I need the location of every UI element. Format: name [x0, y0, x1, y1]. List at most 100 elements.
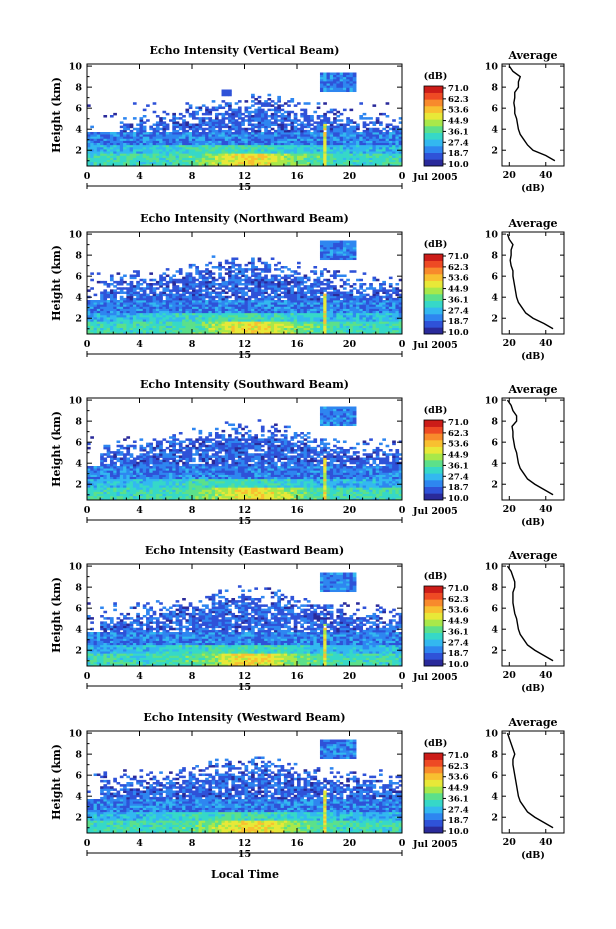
heatmap-cell [106, 159, 111, 163]
heatmap-cell [346, 144, 350, 148]
heatmap-cell [87, 151, 91, 154]
heatmap-cell [293, 136, 298, 139]
heatmap-cell [139, 289, 144, 292]
heatmap-cell [109, 304, 114, 307]
heatmap-cell [316, 106, 321, 110]
heatmap-cell [251, 142, 255, 146]
heatmap-cell [297, 157, 301, 161]
heatmap-cell [93, 329, 98, 333]
heatmap-cell [175, 300, 180, 303]
heatmap-cell [224, 259, 229, 263]
heatmap-cell [372, 159, 377, 163]
heatmap-cell [326, 240, 331, 244]
heatmap-cell [208, 159, 213, 163]
heatmap-cell [113, 285, 117, 288]
x-tick-label: 12 [238, 171, 251, 182]
heatmap-cell [283, 127, 288, 131]
heatmap-cell [211, 136, 216, 139]
heatmap-cell [300, 125, 304, 129]
heatmap-cell [333, 138, 337, 141]
heatmap-cell [139, 321, 144, 324]
heatmap-cell [169, 136, 173, 139]
heatmap-cell [109, 163, 114, 167]
heatmap-cell [142, 129, 147, 133]
heatmap-cell [323, 240, 327, 244]
heatmap-cell [149, 297, 154, 301]
heatmap-cell [152, 149, 157, 152]
heatmap-cell [280, 125, 285, 129]
heatmap-cell [234, 127, 239, 131]
heatmap-cell [336, 159, 341, 163]
heatmap-cell [362, 134, 367, 137]
heatmap-cell [319, 85, 324, 88]
heatmap-cell [375, 121, 380, 124]
heatmap-cell [293, 276, 298, 280]
heatmap-cell [234, 146, 239, 150]
heatmap-cell [106, 306, 111, 309]
heatmap-cell [313, 151, 318, 154]
heatmap-cell [119, 283, 124, 286]
heatmap-cell [231, 142, 236, 146]
heatmap-cell [234, 121, 239, 124]
heatmap-cell [346, 134, 350, 137]
heatmap-cell [129, 308, 134, 312]
heatmap-cell [185, 302, 190, 305]
heatmap-cell [349, 132, 354, 135]
heatmap-cell [375, 163, 380, 167]
heatmap-cell [260, 132, 265, 135]
heatmap-cell [208, 314, 213, 318]
heatmap-cell [369, 136, 373, 139]
heatmap-cell [336, 72, 341, 76]
heatmap-cell [149, 310, 154, 314]
heatmap-cell [139, 327, 144, 331]
heatmap-cell [178, 280, 183, 284]
heatmap-cell [379, 155, 383, 158]
heatmap-cell [142, 153, 147, 156]
heatmap-cell [221, 129, 226, 133]
heatmap-cell [372, 155, 377, 158]
heatmap-cell [264, 261, 268, 265]
colorbar-segment [424, 300, 443, 308]
heatmap-cell [323, 112, 327, 116]
heatmap-cell [100, 132, 104, 135]
heatmap-cell [365, 129, 370, 133]
heatmap-cell [182, 138, 186, 141]
heatmap-cell [142, 157, 147, 161]
heatmap-cell [342, 159, 347, 163]
heatmap-cell [379, 159, 383, 163]
heatmap-cell [228, 129, 232, 133]
heatmap-cell [326, 278, 331, 282]
heatmap-cell [214, 151, 219, 154]
heatmap-cell [109, 310, 114, 314]
heatmap-cell [237, 151, 242, 154]
heatmap-cell [306, 153, 311, 156]
heatmap-cell [119, 287, 124, 290]
heatmap-cell [395, 287, 400, 290]
heatmap-cell [192, 289, 196, 292]
heatmap-cell [342, 138, 347, 141]
heatmap-cell [211, 108, 216, 112]
heatmap-cell [123, 151, 127, 154]
heatmap-cell [326, 291, 331, 295]
heatmap-cell [208, 319, 213, 322]
heatmap-cell [267, 98, 272, 101]
heatmap-cell [303, 285, 308, 288]
heatmap-cell [162, 293, 167, 297]
heatmap-cell [244, 146, 249, 150]
colorbar-unit-label: (dB) [424, 239, 448, 250]
heatmap-cell [224, 134, 229, 137]
heatmap-cell [323, 153, 327, 156]
heatmap-cell [198, 155, 203, 158]
heatmap-cell [237, 115, 242, 118]
heatmap-cell [369, 157, 373, 161]
heatmap-cell [90, 138, 94, 141]
y-tick-label: 4 [75, 125, 82, 136]
colorbar-tick-label: 10.0 [448, 328, 469, 338]
heatmap-cell [162, 308, 167, 312]
heatmap-cell [172, 306, 176, 309]
heatmap-cell [152, 138, 157, 141]
heatmap-cell [319, 78, 324, 82]
heatmap-cell [234, 272, 239, 275]
heatmap-cell [188, 104, 193, 107]
heatmap-cell [244, 108, 249, 112]
